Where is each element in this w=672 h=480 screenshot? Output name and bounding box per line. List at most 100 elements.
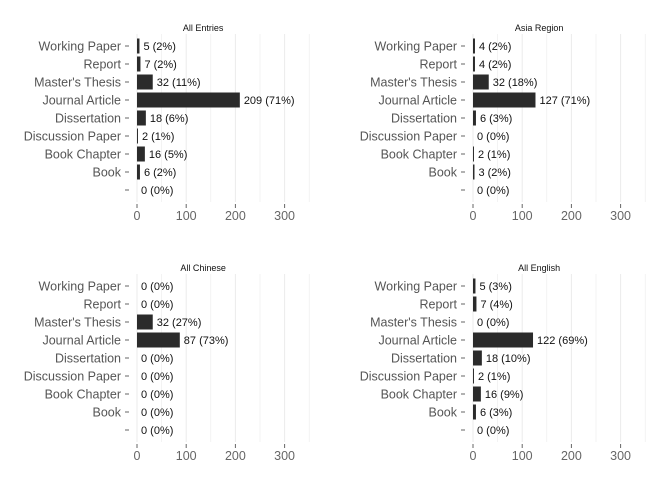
data-label: 209 (71%)	[244, 95, 295, 107]
panel-title: All English	[518, 263, 560, 273]
category-label: Journal Article	[42, 334, 121, 348]
category-label: Discussion Paper	[360, 370, 457, 384]
bar	[473, 93, 535, 108]
data-label: 87 (73%)	[184, 335, 229, 347]
bar	[137, 129, 138, 144]
data-label: 2 (1%)	[142, 131, 174, 143]
category-label: Working Paper	[39, 40, 121, 54]
data-label: 6 (3%)	[480, 407, 512, 419]
panel-title: All Chinese	[180, 263, 226, 273]
data-label: 0 (0%)	[141, 353, 173, 365]
data-label: 7 (4%)	[480, 299, 512, 311]
data-label: 5 (2%)	[143, 41, 175, 53]
category-label: Master's Thesis	[370, 316, 457, 330]
data-label: 2 (1%)	[478, 149, 510, 161]
category-label: Report	[419, 298, 457, 312]
data-label: 16 (9%)	[485, 389, 524, 401]
bar	[137, 57, 140, 72]
panel-2: All Chinese Working Paper 0 (0%) Report 0 (0…	[24, 263, 309, 463]
category-label: Book Chapter	[45, 388, 121, 402]
bar	[473, 57, 475, 72]
x-tick-label: 200	[561, 449, 582, 463]
data-label: 0 (0%)	[141, 281, 173, 293]
x-tick-label: 0	[470, 449, 477, 463]
bar	[473, 165, 474, 180]
bar	[473, 405, 476, 420]
bar	[473, 369, 474, 384]
category-label: Master's Thesis	[370, 76, 457, 90]
category-label: Discussion Paper	[24, 130, 121, 144]
category-label: Dissertation	[391, 112, 457, 126]
category-label: Discussion Paper	[24, 370, 121, 384]
category-label: Book Chapter	[381, 388, 457, 402]
data-label: 0 (0%)	[141, 185, 173, 197]
category-label: Report	[83, 298, 121, 312]
data-label: 122 (69%)	[537, 335, 588, 347]
data-label: 0 (0%)	[141, 371, 173, 383]
x-tick-label: 0	[134, 209, 141, 223]
category-label: Journal Article	[378, 94, 457, 108]
category-label: Book Chapter	[381, 148, 457, 162]
data-label: 2 (1%)	[478, 371, 510, 383]
data-label: 127 (71%)	[539, 95, 590, 107]
x-tick-label: 200	[561, 209, 582, 223]
category-label: Working Paper	[375, 40, 457, 54]
category-label: Dissertation	[391, 352, 457, 366]
panel-3: All English Working Paper 5 (3%) Report 7 (4…	[360, 263, 645, 463]
bar	[137, 111, 146, 126]
category-label: Dissertation	[55, 352, 121, 366]
category-label: Book	[429, 166, 458, 180]
data-label: 4 (2%)	[479, 59, 511, 71]
data-label: 6 (3%)	[480, 113, 512, 125]
panel-title: Asia Region	[515, 23, 564, 33]
bar	[473, 39, 475, 54]
data-label: 18 (6%)	[150, 113, 189, 125]
panel-title: All Entries	[183, 23, 224, 33]
data-label: 0 (0%)	[477, 131, 509, 143]
bar	[473, 147, 474, 162]
bar	[137, 333, 180, 348]
category-label: Working Paper	[375, 280, 457, 294]
bar	[473, 111, 476, 126]
category-label: Journal Article	[378, 334, 457, 348]
category-label: Working Paper	[39, 280, 121, 294]
bar	[137, 93, 240, 108]
category-label: Report	[419, 58, 457, 72]
category-label: Dissertation	[55, 112, 121, 126]
category-label: Book	[93, 166, 122, 180]
category-label: Book Chapter	[45, 148, 121, 162]
bar	[473, 297, 476, 312]
data-label: 6 (2%)	[144, 167, 176, 179]
data-label: 0 (0%)	[141, 389, 173, 401]
x-tick-label: 200	[225, 449, 246, 463]
data-label: 0 (0%)	[477, 317, 509, 329]
x-tick-label: 100	[176, 449, 197, 463]
x-tick-label: 200	[225, 209, 246, 223]
data-label: 0 (0%)	[141, 407, 173, 419]
bar	[137, 75, 153, 90]
x-tick-label: 100	[512, 209, 533, 223]
bar	[473, 333, 533, 348]
x-tick-label: 300	[610, 449, 631, 463]
panel-0: All Entries Working Paper 5 (2%) Report 7 (2…	[24, 23, 309, 223]
bar	[137, 39, 139, 54]
data-label: 0 (0%)	[477, 425, 509, 437]
category-label: Book	[429, 406, 458, 420]
x-tick-label: 300	[274, 449, 295, 463]
data-label: 32 (27%)	[157, 317, 202, 329]
x-tick-label: 300	[610, 209, 631, 223]
bar	[473, 387, 481, 402]
x-tick-label: 0	[470, 209, 477, 223]
category-label: Report	[83, 58, 121, 72]
data-label: 0 (0%)	[141, 299, 173, 311]
bar	[137, 165, 140, 180]
data-label: 0 (0%)	[477, 185, 509, 197]
bar	[137, 147, 145, 162]
data-label: 5 (3%)	[479, 281, 511, 293]
bar	[137, 315, 153, 330]
category-label: Master's Thesis	[34, 76, 121, 90]
category-label: Master's Thesis	[34, 316, 121, 330]
data-label: 18 (10%)	[486, 353, 531, 365]
data-label: 3 (2%)	[478, 167, 510, 179]
